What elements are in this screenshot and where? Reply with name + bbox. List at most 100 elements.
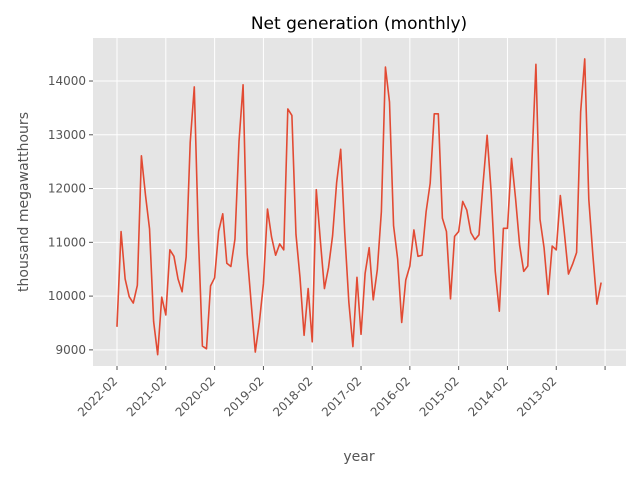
data-point bbox=[555, 249, 557, 251]
data-point bbox=[234, 238, 236, 240]
data-point bbox=[559, 195, 561, 197]
data-point bbox=[596, 303, 598, 305]
data-point bbox=[238, 140, 240, 142]
data-point bbox=[226, 262, 228, 264]
data-point bbox=[600, 282, 602, 284]
data-point bbox=[128, 296, 130, 298]
data-point bbox=[145, 194, 147, 196]
data-point bbox=[352, 346, 354, 348]
data-point bbox=[515, 198, 517, 200]
y-axis-ticks: 9000 10000 11000 12000 13000 14000 bbox=[48, 74, 93, 357]
data-point bbox=[315, 189, 317, 191]
data-point bbox=[275, 254, 277, 256]
data-point bbox=[169, 249, 171, 251]
data-point bbox=[531, 162, 533, 164]
data-point bbox=[389, 101, 391, 103]
data-point bbox=[572, 263, 574, 265]
data-point bbox=[136, 284, 138, 286]
data-point bbox=[356, 276, 358, 278]
data-point bbox=[299, 277, 301, 279]
data-point bbox=[193, 86, 195, 88]
data-point bbox=[429, 182, 431, 184]
data-point bbox=[498, 310, 500, 312]
data-point bbox=[161, 296, 163, 298]
data-point bbox=[197, 234, 199, 236]
y-axis-label: thousand megawatthours bbox=[16, 112, 32, 292]
data-point bbox=[258, 322, 260, 324]
data-point bbox=[454, 236, 456, 238]
data-point bbox=[202, 345, 204, 347]
data-point bbox=[344, 232, 346, 234]
data-point bbox=[283, 249, 285, 251]
y-tick-label: 11000 bbox=[48, 235, 86, 249]
data-point bbox=[470, 232, 472, 234]
data-point bbox=[576, 252, 578, 254]
data-point bbox=[210, 285, 212, 287]
data-point bbox=[246, 253, 248, 255]
data-point bbox=[311, 341, 313, 343]
data-point bbox=[214, 277, 216, 279]
data-point bbox=[181, 291, 183, 293]
data-point bbox=[263, 283, 265, 285]
data-point bbox=[437, 113, 439, 115]
data-point bbox=[393, 225, 395, 227]
data-point bbox=[527, 265, 529, 267]
y-tick-label: 9000 bbox=[55, 343, 86, 357]
data-point bbox=[141, 155, 143, 157]
data-point bbox=[368, 247, 370, 249]
data-point bbox=[502, 227, 504, 229]
data-point bbox=[535, 63, 537, 65]
data-point bbox=[372, 299, 374, 301]
data-point bbox=[242, 84, 244, 86]
data-point bbox=[250, 303, 252, 305]
data-point bbox=[153, 320, 155, 322]
data-point bbox=[185, 256, 187, 258]
data-point bbox=[173, 255, 175, 257]
data-point bbox=[307, 288, 309, 290]
data-point bbox=[592, 254, 594, 256]
data-point bbox=[385, 66, 387, 68]
data-point bbox=[563, 232, 565, 234]
data-point bbox=[332, 235, 334, 237]
data-point bbox=[271, 236, 273, 238]
data-point bbox=[568, 273, 570, 275]
series-line bbox=[116, 58, 602, 356]
data-point bbox=[303, 334, 305, 336]
data-point bbox=[405, 279, 407, 281]
data-point bbox=[458, 231, 460, 233]
data-point bbox=[539, 218, 541, 220]
data-point bbox=[507, 227, 509, 229]
data-point bbox=[450, 298, 452, 300]
data-point bbox=[230, 266, 232, 268]
data-point bbox=[120, 231, 122, 233]
data-point bbox=[340, 148, 342, 150]
data-point bbox=[295, 233, 297, 235]
data-point bbox=[328, 267, 330, 269]
data-point bbox=[336, 182, 338, 184]
y-tick-label: 14000 bbox=[48, 74, 86, 88]
data-point bbox=[580, 111, 582, 113]
data-point bbox=[446, 231, 448, 233]
data-point bbox=[157, 354, 159, 356]
data-point bbox=[348, 301, 350, 303]
data-point bbox=[543, 247, 545, 249]
data-point bbox=[132, 302, 134, 304]
data-point bbox=[486, 134, 488, 136]
y-tick-label: 13000 bbox=[48, 128, 86, 142]
y-tick-label: 10000 bbox=[48, 289, 86, 303]
data-point bbox=[222, 213, 224, 215]
data-point bbox=[413, 229, 415, 231]
data-point bbox=[319, 240, 321, 242]
data-point bbox=[584, 58, 586, 60]
data-point bbox=[254, 351, 256, 353]
data-point bbox=[425, 211, 427, 213]
data-point bbox=[177, 278, 179, 280]
data-point bbox=[519, 245, 521, 247]
data-point bbox=[409, 265, 411, 267]
data-point bbox=[490, 191, 492, 193]
data-point bbox=[165, 314, 167, 316]
data-point bbox=[478, 234, 480, 236]
data-point bbox=[267, 208, 269, 210]
